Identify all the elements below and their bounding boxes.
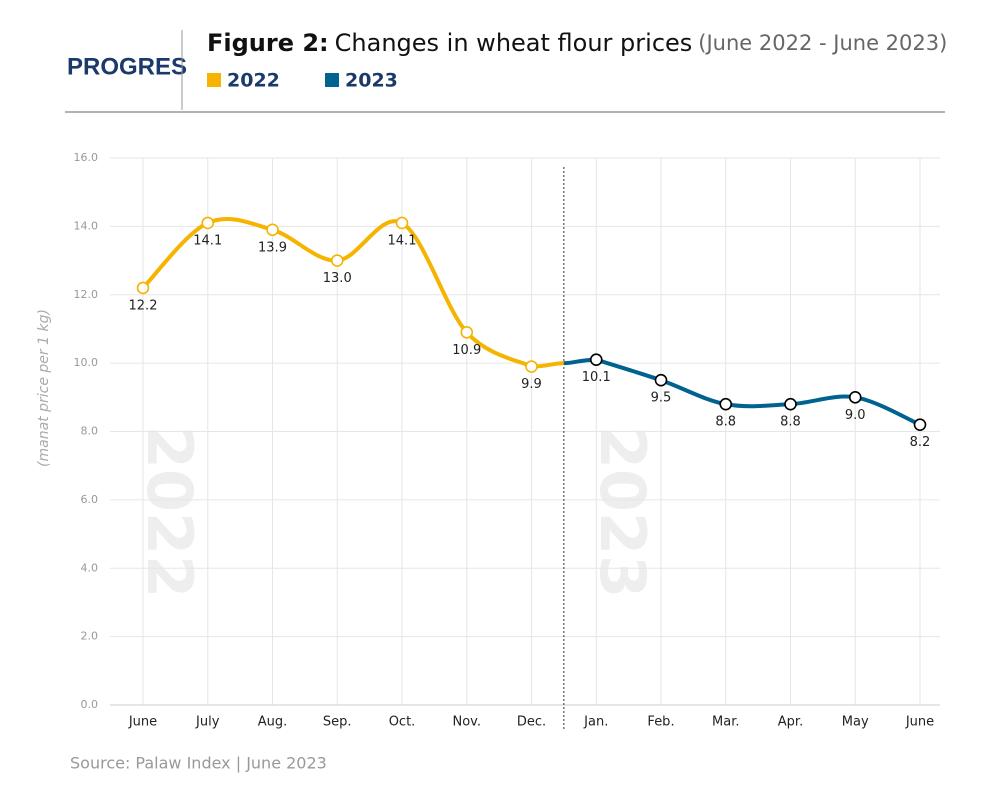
logo: PROGRES: [67, 53, 187, 80]
point: [719, 397, 733, 411]
point: [589, 353, 603, 367]
y-tick-label: 6.0: [81, 493, 99, 506]
plot: 2022 2023 0.0 2.0 4.0 6.0 8.0 10.0 12.0 14.0 16.0 J…: [74, 151, 940, 730]
value-label: 9.9: [521, 377, 542, 392]
value-label: 9.0: [845, 408, 866, 423]
point: [395, 216, 409, 230]
value-label: 8.8: [715, 415, 736, 430]
point: [330, 254, 344, 267]
point: [136, 281, 150, 295]
point: [913, 418, 927, 431]
x-tick-label: Apr.: [778, 715, 803, 730]
x-tick-label: June: [905, 715, 934, 730]
x-tick-label: Oct.: [389, 715, 416, 730]
legend-swatch: [325, 73, 339, 87]
legend-swatch: [207, 73, 221, 87]
watermark: 2022: [133, 426, 206, 599]
x-tick-label: Jan.: [583, 715, 608, 730]
series-line: [595, 357, 921, 427]
value-label: 10.1: [582, 370, 611, 385]
x-tick-label: Sep.: [323, 715, 352, 730]
point: [201, 216, 215, 230]
legend-label: 2023: [345, 70, 398, 92]
x-tick-label: May: [842, 715, 869, 730]
title-text: Changes in wheat flour prices: [335, 29, 693, 57]
x-tick-label: July: [195, 715, 220, 730]
value-label: 14.1: [193, 233, 222, 248]
point: [848, 391, 862, 404]
point: [460, 326, 474, 339]
x-tick-label: Feb.: [647, 715, 674, 730]
x-tick-label: Dec.: [517, 715, 546, 730]
source: Source: Palaw Index | June 2023: [70, 754, 327, 773]
x-tick-label: Aug.: [258, 715, 288, 730]
value-label: 14.1: [388, 233, 417, 248]
value-label: 10.9: [452, 343, 481, 358]
chart-title: Figure 2: Changes in wheat flour prices (J…: [207, 29, 947, 57]
point: [784, 397, 797, 411]
legend: 2022 2023: [207, 70, 398, 92]
value-label: 13.9: [258, 240, 287, 255]
y-tick-label: 8.0: [81, 425, 99, 438]
y-tick-label: 4.0: [81, 561, 99, 574]
x-tick-label: June: [128, 715, 157, 730]
point: [525, 360, 538, 373]
value-label: 13.0: [323, 271, 352, 286]
y-tick-label: 12.0: [74, 288, 99, 301]
y-tick-label: 16.0: [74, 151, 99, 164]
y-tick-label: 0.0: [81, 698, 99, 711]
value-label: 8.8: [780, 415, 801, 430]
x-tick-label: Nov.: [453, 715, 482, 730]
value-label: 9.5: [651, 391, 672, 406]
title-label: Figure 2:: [207, 29, 329, 57]
y-axis-label: (manat price per 1 kg): [36, 309, 52, 467]
legend-label: 2022: [227, 70, 280, 92]
point: [266, 223, 279, 237]
subtitle: (June 2022 - June 2023): [698, 31, 947, 55]
y-tick-label: 14.0: [74, 219, 99, 232]
value-label: 12.2: [129, 298, 158, 313]
y-tick-label: 2.0: [81, 630, 99, 643]
watermark: 2023: [586, 426, 659, 599]
y-tick-label: 10.0: [74, 356, 99, 369]
value-label: 8.2: [910, 435, 931, 450]
x-tick-label: Mar.: [712, 715, 739, 730]
point: [654, 373, 668, 387]
